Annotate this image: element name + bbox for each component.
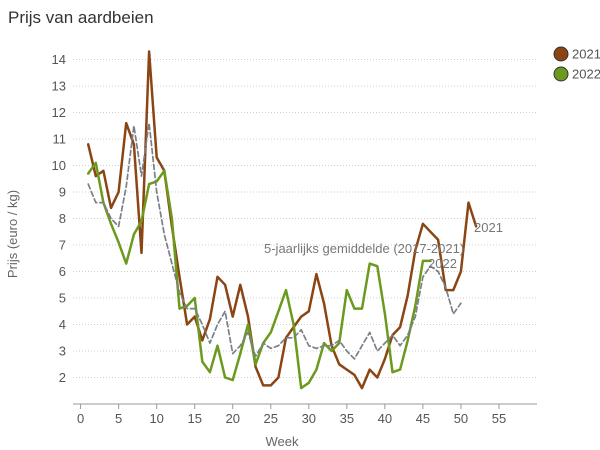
x-tick-label: 35 [340, 411, 354, 426]
x-tick-label: 40 [378, 411, 392, 426]
y-tick-label: 7 [59, 238, 66, 253]
series-end-label: 2021 [474, 220, 503, 235]
x-tick-label: 0 [77, 411, 84, 426]
series-end-label: 5-jaarlijks gemiddelde (2017-2021) [264, 241, 464, 256]
y-tick-label: 10 [52, 158, 66, 173]
x-tick-label: 55 [492, 411, 506, 426]
x-tick-label: 20 [226, 411, 240, 426]
legend-label: 2022 [572, 67, 600, 82]
gridlines [73, 59, 537, 378]
legend-label: 2021 [572, 47, 600, 62]
y-tick-label: 14 [52, 52, 66, 67]
y-tick-label: 12 [52, 105, 66, 120]
y-tick-label: 4 [59, 317, 66, 332]
x-tick-label: 10 [149, 411, 163, 426]
y-tick-label: 9 [59, 185, 66, 200]
series-line-3 [87, 122, 462, 360]
y-tick-label: 6 [59, 264, 66, 279]
series-end-label: 2022 [428, 256, 457, 271]
x-axis-title: Week [266, 434, 299, 449]
x-tick-label: 30 [302, 411, 316, 426]
y-axis-title: Prijs (euro / kg) [5, 190, 20, 278]
y-tick-label: 5 [59, 291, 66, 306]
y-tick-label: 3 [59, 344, 66, 359]
y-tick-label: 11 [53, 132, 67, 147]
legend-swatch [553, 66, 569, 82]
series-lines [86, 50, 478, 390]
x-tick-label: 45 [416, 411, 430, 426]
x-tick-label: 15 [187, 411, 201, 426]
x-tick-label: 50 [454, 411, 468, 426]
series-line-2 [86, 161, 432, 390]
legend-swatch [553, 46, 569, 62]
x-tick-label: 5 [115, 411, 122, 426]
y-tick-label: 8 [59, 211, 66, 226]
chart-title: Prijs van aardbeien [8, 8, 154, 27]
x-tick-label: 25 [264, 411, 278, 426]
y-tick-label: 13 [52, 79, 66, 94]
y-tick-label: 2 [59, 370, 66, 385]
series-line-1 [86, 50, 478, 390]
legend: 2021 2022 [553, 46, 600, 82]
